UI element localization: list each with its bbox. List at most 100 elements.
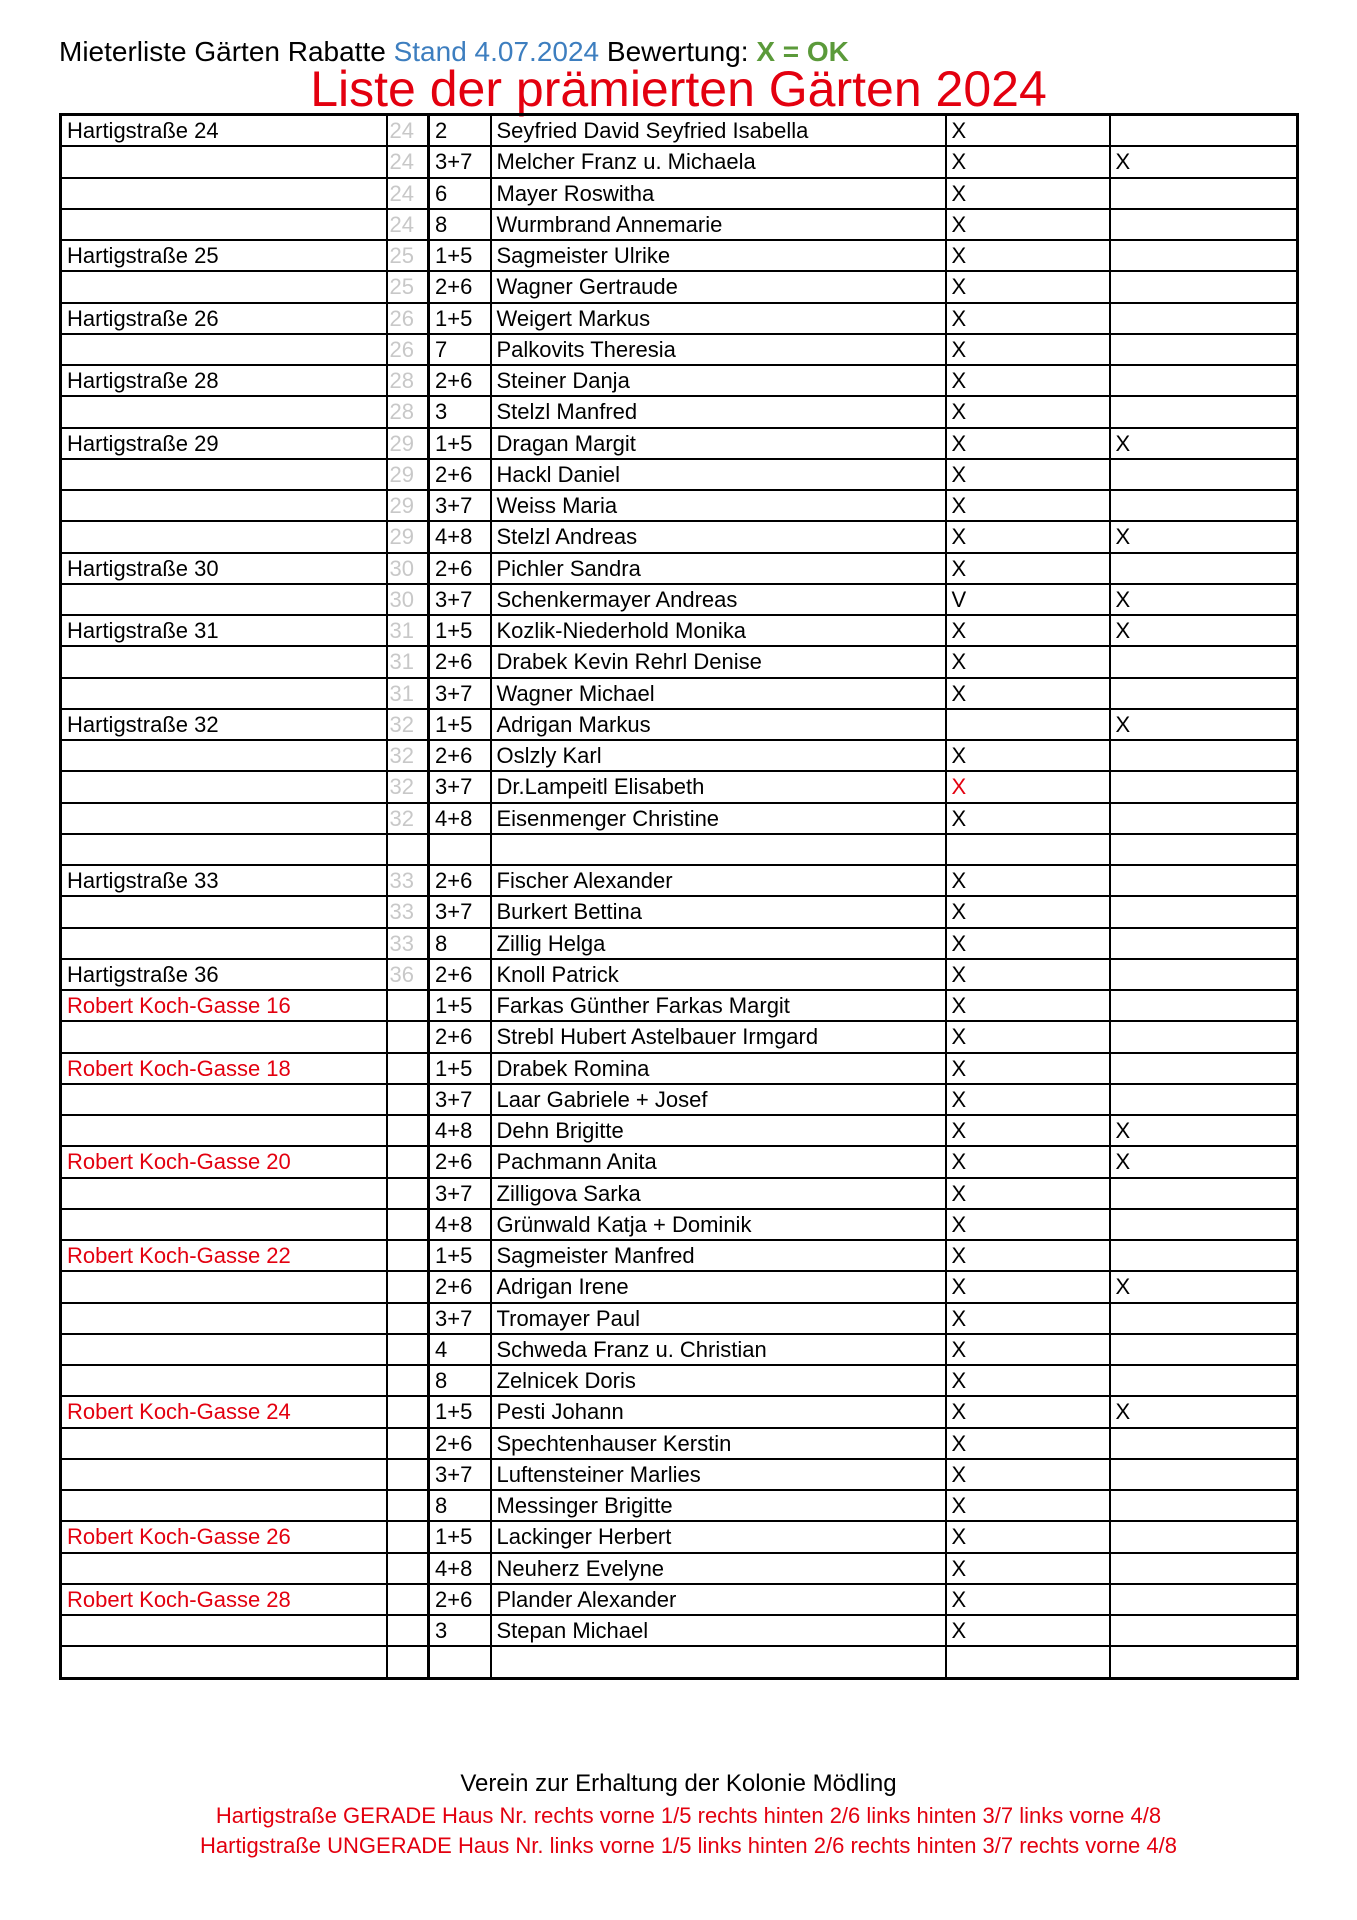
house-number-cell: 29 (385, 520, 430, 554)
street-cell (59, 1332, 388, 1367)
table-row: Robert Koch-Gasse 22 1+5 Sagmeister Manfre… (59, 1238, 1299, 1273)
table-row: Hartigstraße 32 32 1+5 Adrigan Markus X (59, 707, 1299, 742)
award-cell: X (1108, 426, 1299, 460)
award-cell (1108, 1488, 1299, 1523)
table-row: Hartigstraße 25 25 1+5 Sagmeister Ulrike X (59, 238, 1299, 273)
house-number-cell (385, 988, 430, 1023)
rating-cell: X (944, 1082, 1111, 1117)
tenant-name-cell: Knoll Patrick (489, 957, 947, 992)
unit-cell: 4+8 (427, 520, 492, 554)
tenant-name-cell: Eisenmenger Christine (489, 801, 947, 835)
rating-cell (944, 1645, 1111, 1679)
award-cell: X (1108, 1113, 1299, 1148)
street-cell: Hartigstraße 31 (59, 613, 388, 648)
award-cell (1108, 988, 1299, 1023)
street-cell: Robert Koch-Gasse 18 (59, 1051, 388, 1085)
rating-cell: X (944, 176, 1111, 210)
award-cell: X (1108, 520, 1299, 554)
award-cell (1108, 1238, 1299, 1273)
house-number-cell: 31 (385, 645, 430, 679)
rating-cell: X (944, 1051, 1111, 1085)
tenant-name-cell: Drabek Kevin Rehrl Denise (489, 645, 947, 679)
table-row: 2+6 Spechtenhauser Kerstin X (59, 1426, 1299, 1460)
house-number-cell (385, 1051, 430, 1085)
unit-cell: 3+7 (427, 145, 492, 179)
unit-cell: 7 (427, 332, 492, 367)
award-cell: X (1108, 1395, 1299, 1429)
unit-cell: 3+7 (427, 1176, 492, 1210)
table-row: 31 2+6 Drabek Kevin Rehrl Denise X (59, 645, 1299, 679)
unit-cell: 3+7 (427, 1457, 492, 1492)
street-cell (59, 1176, 388, 1210)
tenant-name-cell: Dr.Lampeitl Elisabeth (489, 770, 947, 804)
house-number-cell (385, 1301, 430, 1335)
award-cell (1108, 926, 1299, 960)
tenant-name-cell: Zillig Helga (489, 926, 947, 960)
unit-cell: 1+5 (427, 426, 492, 460)
house-number-cell: 24 (385, 145, 430, 179)
table-row: 28 3 Stelzl Manfred X (59, 395, 1299, 429)
unit-cell: 4+8 (427, 1551, 492, 1585)
rating-cell: X (944, 895, 1111, 929)
table-row: 25 2+6 Wagner Gertraude X (59, 270, 1299, 304)
house-number-cell: 24 (385, 113, 430, 148)
house-number-cell: 31 (385, 613, 430, 648)
rating-cell: X (944, 1238, 1111, 1273)
street-cell (59, 770, 388, 804)
rating-cell: X (944, 520, 1111, 554)
table-row: 32 2+6 Oslzly Karl X (59, 738, 1299, 773)
house-number-cell (385, 1395, 430, 1429)
award-cell (1108, 832, 1299, 867)
tenant-name-cell: Palkovits Theresia (489, 332, 947, 367)
unit-cell: 2+6 (427, 1426, 492, 1460)
table-row (59, 1645, 1299, 1679)
award-cell (1108, 895, 1299, 929)
table-row: 3+7 Zilligova Sarka X (59, 1176, 1299, 1210)
rating-cell: X (944, 645, 1111, 679)
street-cell (59, 1645, 388, 1679)
street-cell: Robert Koch-Gasse 16 (59, 988, 388, 1023)
header-legend: X = OK (756, 36, 849, 67)
table-row: 8 Zelnicek Doris X (59, 1363, 1299, 1398)
house-number-cell (385, 1332, 430, 1367)
rating-cell: X (944, 426, 1111, 460)
rating-cell: X (944, 863, 1111, 898)
rating-cell: X (944, 488, 1111, 523)
award-cell (1108, 1551, 1299, 1585)
rating-cell: X (944, 676, 1111, 710)
street-cell (59, 1113, 388, 1148)
street-cell (59, 176, 388, 210)
street-cell: Hartigstraße 36 (59, 957, 388, 992)
tenant-name-cell: Mayer Roswitha (489, 176, 947, 210)
house-number-cell: 26 (385, 301, 430, 335)
house-number-cell (385, 1613, 430, 1648)
house-number-cell (385, 1145, 430, 1179)
award-cell (1108, 457, 1299, 492)
award-cell (1108, 1363, 1299, 1398)
rating-cell: X (944, 988, 1111, 1023)
unit-cell: 3+7 (427, 582, 492, 617)
award-cell (1108, 1301, 1299, 1335)
street-cell (59, 1457, 388, 1492)
house-number-cell (385, 1113, 430, 1148)
tenant-name-cell: Plander Alexander (489, 1582, 947, 1617)
unit-cell: 8 (427, 207, 492, 242)
street-cell (59, 1020, 388, 1054)
house-number-cell (385, 1020, 430, 1054)
house-number-cell: 32 (385, 707, 430, 742)
table-row: 24 3+7 Melcher Franz u. Michaela X X (59, 145, 1299, 179)
street-cell (59, 145, 388, 179)
street-cell: Hartigstraße 28 (59, 363, 388, 398)
rating-cell: X (944, 738, 1111, 773)
footer-line-ungerade: Hartigstraße UNGERADE Haus Nr. links vor… (200, 1833, 1177, 1858)
tenant-name-cell: Seyfried David Seyfried Isabella (489, 113, 947, 148)
rating-cell: X (944, 1395, 1111, 1429)
award-cell (1108, 1520, 1299, 1554)
house-number-cell: 25 (385, 238, 430, 273)
table-row: 29 4+8 Stelzl Andreas X X (59, 520, 1299, 554)
table-row: 29 3+7 Weiss Maria X (59, 488, 1299, 523)
house-number-cell: 25 (385, 270, 430, 304)
street-cell: Hartigstraße 30 (59, 551, 388, 585)
unit-cell: 2+6 (427, 457, 492, 492)
street-cell (59, 1301, 388, 1335)
